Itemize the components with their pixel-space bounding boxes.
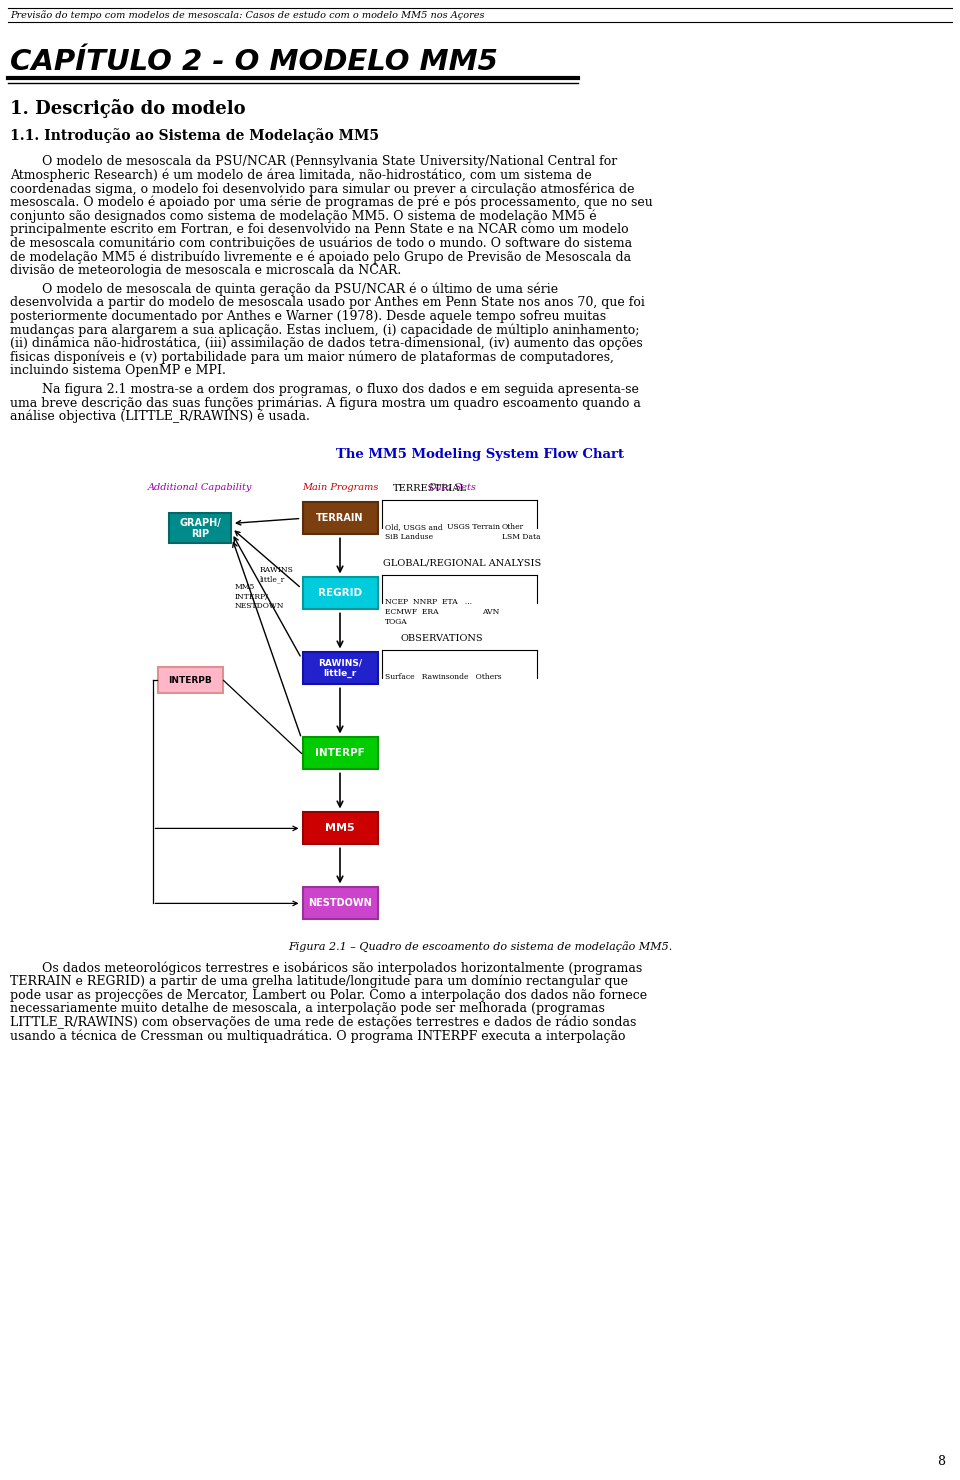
Text: MM5
INTERP/
NESTDOWN: MM5 INTERP/ NESTDOWN: [235, 583, 284, 610]
Text: Other
LSM Data: Other LSM Data: [502, 524, 540, 540]
Text: (ii) dinâmica não-hidrostática, (iii) assimilação de dados tetra-dimensional, (i: (ii) dinâmica não-hidrostática, (iii) as…: [10, 337, 643, 351]
Text: TERRAIN: TERRAIN: [316, 514, 364, 524]
Text: Additional Capability: Additional Capability: [148, 484, 252, 493]
Text: Atmospheric Research) é um modelo de área limitada, não-hidrostático, com um sis: Atmospheric Research) é um modelo de áre…: [10, 169, 591, 182]
Text: de modelação MM5 é distribuído livremente e é apoiado pelo Grupo de Previsão de : de modelação MM5 é distribuído livrement…: [10, 250, 631, 263]
Text: mudanças para alargarem a sua aplicação. Estas incluem, (i) capacidade de múltip: mudanças para alargarem a sua aplicação.…: [10, 323, 639, 337]
Text: NESTDOWN: NESTDOWN: [308, 898, 372, 909]
Text: GRAPH/
RIP: GRAPH/ RIP: [180, 518, 221, 539]
Text: TOGA: TOGA: [385, 619, 408, 626]
Bar: [169, 514, 231, 543]
Bar: [302, 813, 377, 845]
Bar: [302, 888, 377, 919]
Text: necessariamente muito detalhe de mesoscala, a interpolação pode ser melhorada (p: necessariamente muito detalhe de mesosca…: [10, 1002, 605, 1015]
Text: Na figura 2.1 mostra-se a ordem dos programas, o fluxo dos dados e em seguida ap: Na figura 2.1 mostra-se a ordem dos prog…: [10, 383, 638, 395]
Text: OBSERVATIONS: OBSERVATIONS: [400, 633, 483, 642]
Text: fisicas disponíveis e (v) portabilidade para um maior número de plataformas de c: fisicas disponíveis e (v) portabilidade …: [10, 351, 613, 364]
Text: análise objectiva (LITTLE_R/RAWINS) é usada.: análise objectiva (LITTLE_R/RAWINS) é us…: [10, 410, 310, 423]
Text: LITTLE_R/RAWINS) com observações de uma rede de estações terrestres e dados de r: LITTLE_R/RAWINS) com observações de uma …: [10, 1015, 636, 1029]
Text: Figura 2.1 – Quadro de escoamento do sistema de modelação MM5.: Figura 2.1 – Quadro de escoamento do sis…: [288, 941, 672, 952]
Text: conjunto são designados como sistema de modelação MM5. O sistema de modelação MM: conjunto são designados como sistema de …: [10, 209, 596, 223]
Text: Data Sets: Data Sets: [428, 484, 476, 493]
Text: AVN: AVN: [482, 608, 499, 616]
Text: incluindo sistema OpenMP e MPI.: incluindo sistema OpenMP e MPI.: [10, 364, 226, 377]
Text: mesoscala. O modelo é apoiado por uma série de programas de pré e pós processame: mesoscala. O modelo é apoiado por uma sé…: [10, 195, 653, 209]
Text: Os dados meteorológicos terrestres e isobáricos são interpolados horizontalmente: Os dados meteorológicos terrestres e iso…: [10, 962, 642, 975]
Text: 1.1. Introdução ao Sistema de Modelação MM5: 1.1. Introdução ao Sistema de Modelação …: [10, 129, 379, 144]
Text: divisão de meteorologia de mesoscala e microscala da NCAR.: divisão de meteorologia de mesoscala e m…: [10, 263, 401, 277]
Text: Surface   Rawinsonde   Others: Surface Rawinsonde Others: [385, 673, 502, 681]
Text: de mesoscala comunitário com contribuições de usuários de todo o mundo. O softwa: de mesoscala comunitário com contribuiçõ…: [10, 237, 632, 250]
Text: O modelo de mesoscala da PSU/NCAR (Pennsylvania State University/National Centra: O modelo de mesoscala da PSU/NCAR (Penns…: [10, 155, 617, 169]
Text: O modelo de mesoscala de quinta geração da PSU/NCAR é o último de uma série: O modelo de mesoscala de quinta geração …: [10, 283, 558, 296]
Text: 1. Descrição do modelo: 1. Descrição do modelo: [10, 99, 246, 117]
Text: USGS Terrain: USGS Terrain: [447, 524, 500, 531]
Text: CAPÍTULO 2 - O MODELO MM5: CAPÍTULO 2 - O MODELO MM5: [10, 47, 498, 75]
Text: REGRID: REGRID: [318, 589, 362, 598]
Text: uma breve descrição das suas funções primárias. A figura mostra um quadro escoam: uma breve descrição das suas funções pri…: [10, 397, 641, 410]
Bar: [302, 737, 377, 770]
Text: coordenadas sigma, o modelo foi desenvolvido para simular ou prever a circulação: coordenadas sigma, o modelo foi desenvol…: [10, 182, 635, 195]
Text: TERRESTRIAL: TERRESTRIAL: [393, 484, 467, 493]
Bar: [302, 577, 377, 610]
Text: principalmente escrito em Fortran, e foi desenvolvido na Penn State e na NCAR co: principalmente escrito em Fortran, e foi…: [10, 223, 629, 235]
Text: INTERPB: INTERPB: [168, 676, 212, 685]
Text: The MM5 Modeling System Flow Chart: The MM5 Modeling System Flow Chart: [336, 448, 624, 462]
Text: desenvolvida a partir do modelo de mesoscala usado por Anthes em Penn State nos : desenvolvida a partir do modelo de mesos…: [10, 296, 645, 309]
Text: usando a técnica de Cressman ou multiquadrática. O programa INTERPF executa a in: usando a técnica de Cressman ou multiqua…: [10, 1030, 626, 1043]
Bar: [157, 667, 223, 694]
Text: RAWINS/
little_r: RAWINS/ little_r: [318, 659, 362, 678]
Bar: [302, 502, 377, 534]
Text: RAWINS
little_r: RAWINS little_r: [260, 567, 294, 583]
Text: ECMWF  ERA: ECMWF ERA: [385, 608, 439, 616]
Text: INTERPF: INTERPF: [315, 749, 365, 758]
Text: pode usar as projecções de Mercator, Lambert ou Polar. Como a interpolação dos d: pode usar as projecções de Mercator, Lam…: [10, 989, 647, 1002]
Text: TERRAIN e REGRID) a partir de uma grelha latitude/longitude para um domínio rect: TERRAIN e REGRID) a partir de uma grelha…: [10, 975, 628, 989]
Text: Old, USGS and
SiB Landuse: Old, USGS and SiB Landuse: [385, 524, 443, 540]
Text: MM5: MM5: [325, 823, 355, 833]
Text: 8: 8: [937, 1455, 945, 1468]
Text: Previsão do tempo com modelos de mesoscala: Casos de estudo com o modelo MM5 nos: Previsão do tempo com modelos de mesosca…: [10, 10, 485, 19]
Text: Main Programs: Main Programs: [301, 484, 378, 493]
Bar: [302, 653, 377, 684]
Text: NCEP  NNRP  ETA   ...: NCEP NNRP ETA ...: [385, 598, 472, 607]
Text: GLOBAL/REGIONAL ANALYSIS: GLOBAL/REGIONAL ANALYSIS: [383, 559, 541, 568]
Text: posteriormente documentado por Anthes e Warner (1978). Desde aquele tempo sofreu: posteriormente documentado por Anthes e …: [10, 309, 606, 323]
